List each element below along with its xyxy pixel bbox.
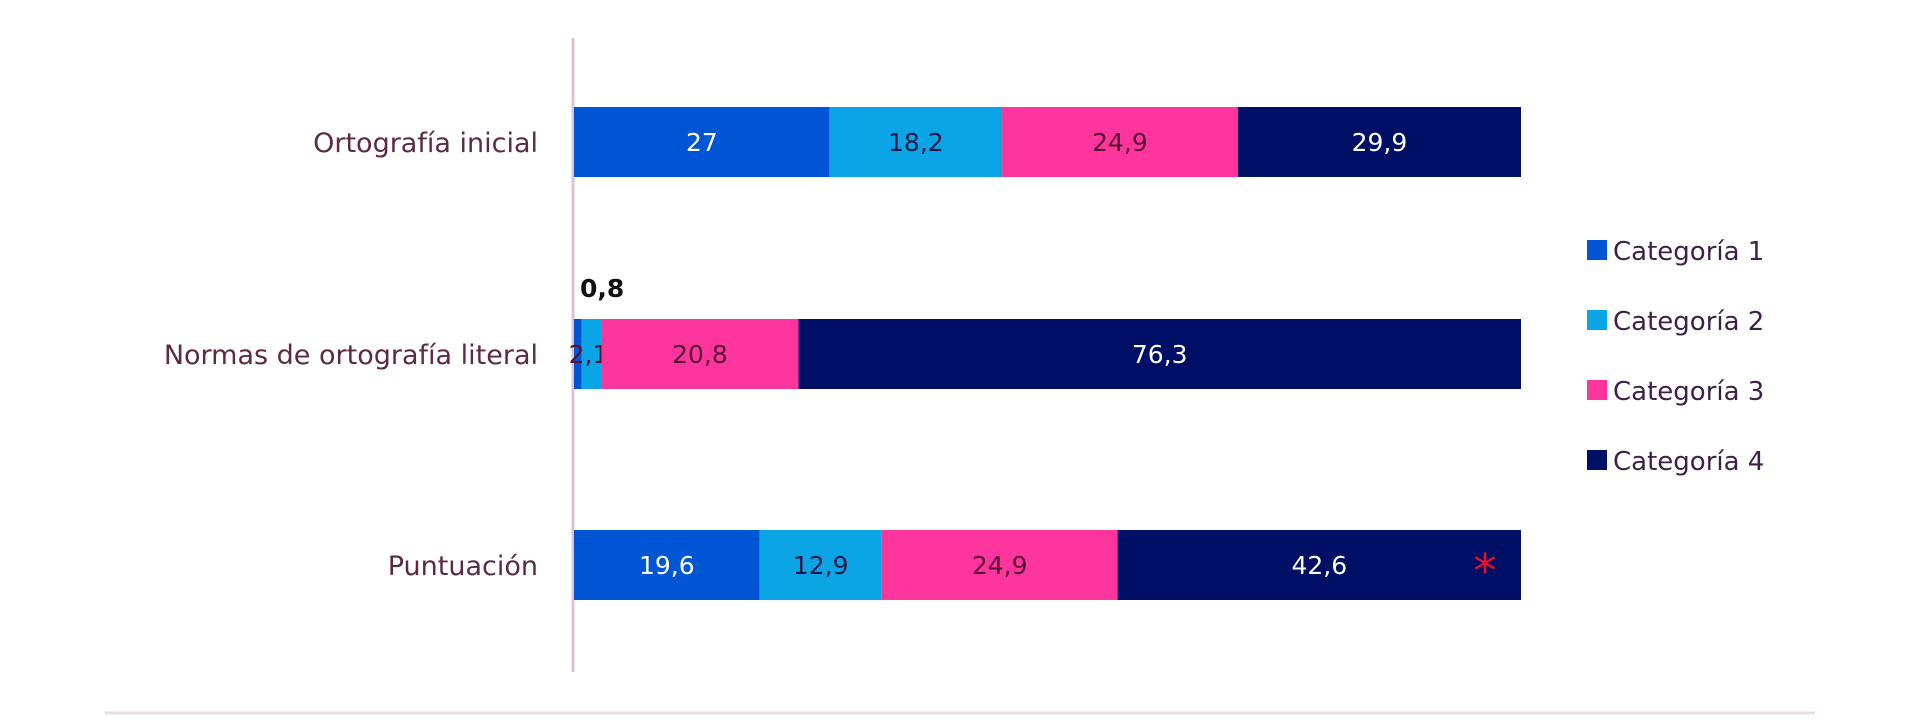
- legend-label-categoria-3: Categoría 3: [1613, 377, 1764, 407]
- category-label-ortografia-inicial: Ortografía inicial: [313, 128, 538, 159]
- data-label-categoria-1-ortografia-inicial: 27: [686, 128, 718, 157]
- bar-segment-categoria-2-puntuacion: [759, 530, 882, 600]
- legend-label-categoria-4: Categoría 4: [1613, 447, 1764, 477]
- bar-segment-categoria-4-ortografia-inicial: [1237, 107, 1521, 177]
- data-label-categoria-3-puntuacion: 24,9: [972, 551, 1028, 580]
- data-label-categoria-4-normas-de-ortografia-literal: 76,3: [1132, 340, 1188, 369]
- bar-segment-categoria-1-ortografia-inicial: [574, 107, 830, 177]
- legend-swatch-categoria-2: [1587, 310, 1607, 330]
- bar-segment-categoria-4-puntuacion: [1117, 530, 1521, 600]
- bars-layer: Ortografía inicial 27 18,2 24,9 29,9 Normas d…: [164, 107, 1521, 600]
- data-label-categoria-1-normas-de-ortografia-literal: 0,8: [580, 274, 624, 303]
- bar-segment-categoria-3-ortografia-inicial: [1002, 107, 1238, 177]
- legend-swatch-categoria-3: [1587, 380, 1607, 400]
- bar-segment-categoria-2-ortografia-inicial: [829, 107, 1003, 177]
- data-label-categoria-2-ortografia-inicial: 18,2: [888, 128, 944, 157]
- data-label-categoria-1-puntuacion: 19,6: [639, 551, 695, 580]
- category-label-normas-de-ortografia-literal: Normas de ortografía literal: [164, 340, 538, 371]
- data-label-categoria-3-ortografia-inicial: 24,9: [1092, 128, 1148, 157]
- significance-asterisk: *: [1474, 544, 1497, 598]
- data-label-categoria-4-ortografia-inicial: 29,9: [1352, 128, 1408, 157]
- bar-segment-categoria-1-normas-de-ortografia-literal: [574, 319, 582, 389]
- bar-segment-categoria-4-normas-de-ortografia-literal: [798, 319, 1521, 389]
- data-label-categoria-2-puntuacion: 12,9: [793, 551, 849, 580]
- category-label-puntuacion: Puntuación: [388, 551, 538, 582]
- bar-segment-categoria-1-puntuacion: [574, 530, 760, 600]
- bar-segment-categoria-2-normas-de-ortografia-literal: [581, 319, 602, 389]
- legend-label-categoria-2: Categoría 2: [1613, 307, 1764, 337]
- legend: Categoría 1 Categoría 2 Categoría 3 Categor…: [1587, 237, 1764, 477]
- legend-swatch-categoria-1: [1587, 240, 1607, 260]
- legend-swatch-categoria-4: [1587, 450, 1607, 470]
- legend-label-categoria-1: Categoría 1: [1613, 237, 1764, 267]
- bar-segment-categoria-3-puntuacion: [881, 530, 1118, 600]
- data-label-categoria-4-puntuacion: 42,6: [1291, 551, 1347, 580]
- data-label-categoria-3-normas-de-ortografia-literal: 20,8: [672, 340, 728, 369]
- bar-segment-categoria-3-normas-de-ortografia-literal: [601, 319, 799, 389]
